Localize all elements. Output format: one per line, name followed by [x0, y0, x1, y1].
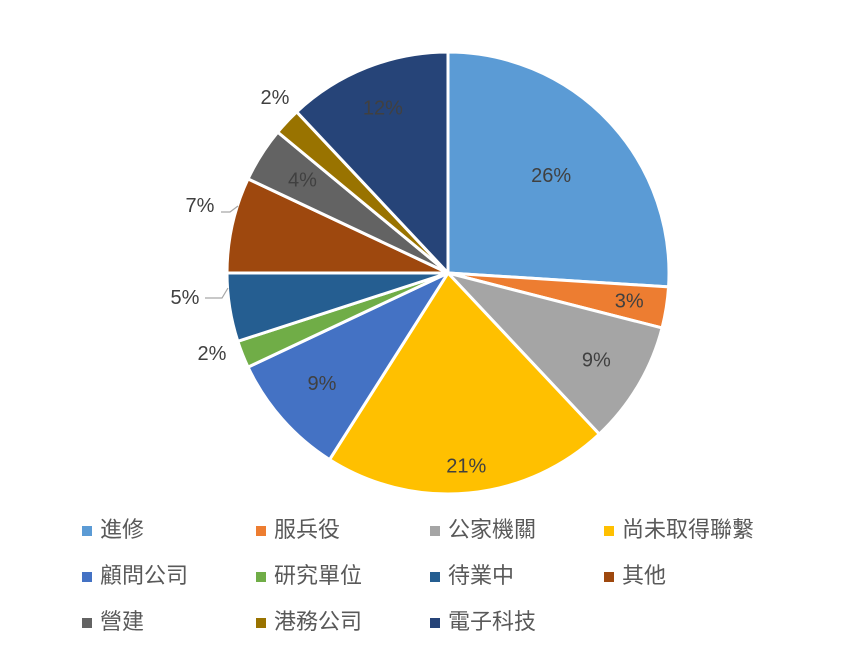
data-label-10: 12%: [363, 98, 403, 120]
data-label-0: 26%: [531, 165, 571, 187]
legend-label: 顧問公司: [100, 564, 189, 589]
legend-swatch: [430, 526, 440, 536]
legend: 進修 服兵役 公家機關 尚未取得聯繫顧問公司 研究單位 待業中 其他營建 港務公司 電子科技: [82, 518, 802, 636]
legend-label: 進修: [100, 518, 145, 543]
pie-slice-0: [446, 50, 671, 289]
legend-swatch: [604, 526, 614, 536]
legend-swatch: [430, 572, 440, 582]
legend-item-8: 營建: [82, 610, 256, 636]
data-label-4: 9%: [308, 373, 337, 395]
legend-item-5: 研究單位: [256, 564, 430, 590]
legend-item-6: 待業中: [430, 564, 604, 590]
legend-label: 港務公司: [274, 610, 363, 635]
data-label-5: 2%: [198, 343, 227, 365]
leader-line-7: [221, 205, 239, 213]
legend-item-1: 服兵役: [256, 518, 430, 544]
legend-item-7: 其他: [604, 564, 802, 590]
pie-slice-4: [246, 271, 450, 462]
legend-label: 待業中: [448, 564, 515, 589]
legend-swatch: [604, 572, 614, 582]
legend-label: 營建: [100, 610, 145, 635]
data-label-1: 3%: [615, 291, 644, 313]
legend-swatch: [430, 618, 440, 628]
legend-label: 公家機關: [448, 518, 537, 543]
data-label-3: 21%: [446, 456, 486, 478]
legend-item-9: 港務公司: [256, 610, 430, 636]
data-label-8: 4%: [288, 170, 317, 192]
pie-slice-10: [295, 50, 450, 275]
legend-item-3: 尚未取得聯繫: [604, 518, 802, 544]
legend-label: 服兵役: [274, 518, 341, 543]
legend-swatch: [82, 526, 92, 536]
legend-label: 電子科技: [448, 610, 537, 635]
legend-item-10: 電子科技: [430, 610, 604, 636]
legend-item-0: 進修: [82, 518, 256, 544]
data-label-7: 7%: [186, 195, 215, 217]
legend-swatch: [82, 618, 92, 628]
pie-slice-3: [328, 271, 601, 496]
pie-slice-2: [446, 271, 664, 436]
legend-swatch: [256, 572, 266, 582]
legend-item-4: 顧問公司: [82, 564, 256, 590]
data-label-2: 9%: [582, 350, 611, 372]
legend-swatch: [82, 572, 92, 582]
data-label-6: 5%: [171, 287, 200, 309]
leader-line-6: [205, 287, 229, 299]
legend-item-2: 公家機關: [430, 518, 604, 544]
legend-swatch: [256, 526, 266, 536]
legend-label: 研究單位: [274, 564, 363, 589]
legend-label: 其他: [622, 564, 667, 589]
legend-swatch: [256, 618, 266, 628]
data-label-9: 2%: [261, 87, 290, 109]
legend-label: 尚未取得聯繫: [622, 518, 755, 543]
